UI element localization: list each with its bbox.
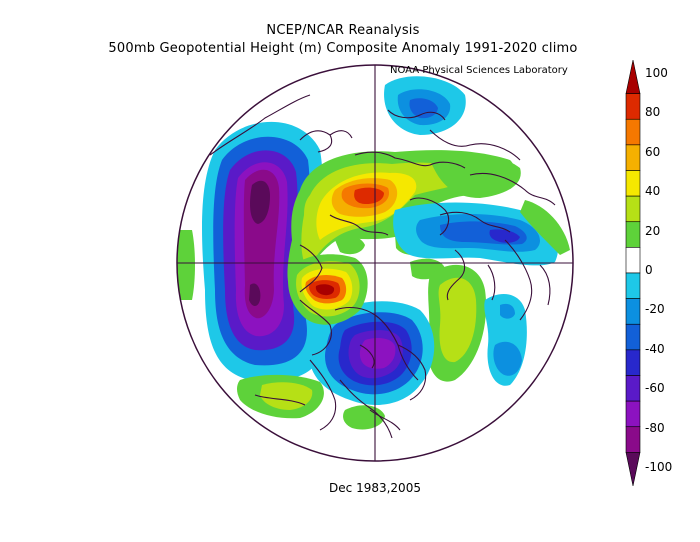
colorbar-tick-label: -40 — [645, 341, 665, 356]
colorbar-segment — [625, 93, 641, 120]
map-boundary — [176, 64, 574, 462]
colorbar-segment — [625, 59, 641, 94]
colorbar-tick-label: 80 — [645, 105, 661, 120]
colorbar-segment — [625, 452, 641, 487]
colorbar-segment — [625, 400, 641, 428]
colorbar-segment — [625, 375, 641, 402]
chart-title: NCEP/NCAR Reanalysis — [266, 23, 420, 38]
chart-subtitle: 500mb Geopotential Height (m) Composite … — [108, 41, 578, 56]
colorbar-segment — [625, 272, 641, 299]
colorbar-segment — [625, 349, 641, 376]
colorbar-tick-label: -60 — [645, 381, 665, 396]
colorbar-segment — [625, 323, 641, 351]
colorbar-segment — [625, 298, 641, 325]
colorbar-segment — [625, 118, 641, 146]
colorbar-segment — [625, 170, 641, 197]
date-caption: Dec 1983,2005 — [329, 481, 421, 495]
anomaly-field — [177, 65, 573, 461]
colorbar-tick-label: 20 — [645, 223, 661, 238]
colorbar-segment — [625, 144, 641, 171]
colorbar-tick-label: -100 — [645, 460, 673, 474]
colorbar-tick-label: 60 — [645, 144, 661, 159]
colorbar-tick-label: 40 — [645, 184, 661, 199]
colorbar-tick-label: 100 — [645, 66, 668, 80]
colorbar-segment — [625, 426, 641, 453]
colorbar-tick-label: 0 — [645, 263, 653, 277]
coastlines — [209, 94, 556, 439]
colorbar-segment — [625, 247, 641, 274]
colorbar-tick-label: -20 — [645, 302, 665, 317]
colorbar-segment — [625, 195, 641, 223]
colorbar-tick-label: -80 — [645, 420, 665, 435]
colorbar-segment — [625, 221, 641, 248]
credit-label: NOAA Physical Sciences Laboratory — [390, 65, 568, 76]
